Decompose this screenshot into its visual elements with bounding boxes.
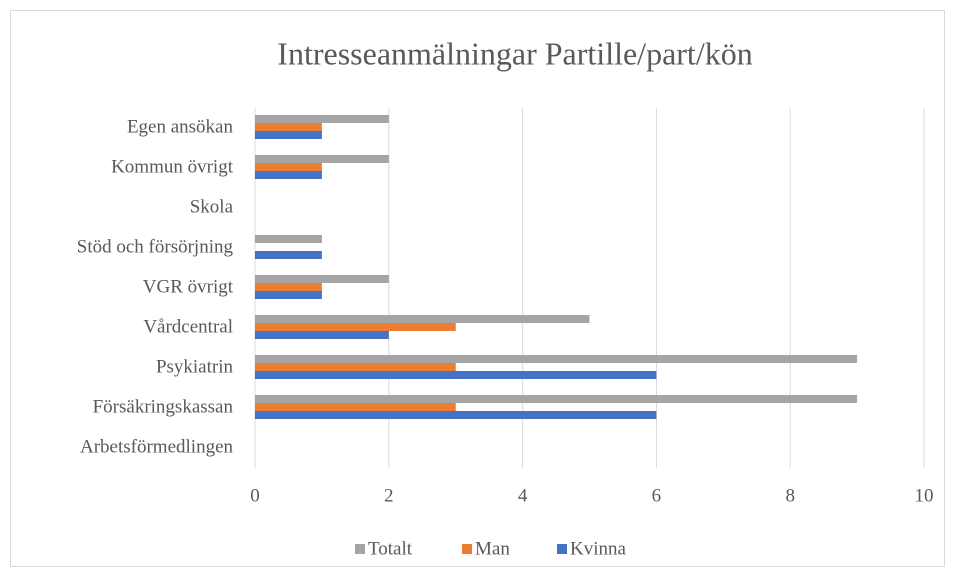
y-tick-label: Stöd och försörjning — [77, 236, 234, 257]
y-tick-label: Kommun övrigt — [111, 156, 234, 177]
chart-title: Intresseanmälningar Partille/part/kön — [277, 35, 752, 71]
chart-border — [10, 10, 945, 567]
bar — [255, 371, 657, 379]
bar — [255, 131, 322, 139]
x-tick-label: 10 — [915, 485, 934, 506]
bar — [255, 355, 858, 363]
bar — [255, 163, 322, 171]
bar — [255, 323, 456, 331]
y-tick-label: Försäkringskassan — [93, 396, 234, 417]
bar — [255, 235, 322, 243]
bar — [255, 123, 322, 131]
legend-swatch — [557, 544, 567, 554]
bar — [255, 403, 456, 411]
y-tick-label: Skola — [190, 196, 234, 217]
bar — [255, 251, 322, 259]
bar — [255, 411, 657, 419]
x-tick-label: 8 — [785, 485, 795, 506]
bar — [255, 115, 389, 123]
legend-swatch — [355, 544, 365, 554]
y-tick-label: Vårdcentral — [143, 316, 233, 337]
bar — [255, 363, 456, 371]
x-tick-label: 2 — [384, 485, 394, 506]
legend-swatch — [462, 544, 472, 554]
x-tick-label: 0 — [250, 485, 260, 506]
bar — [255, 395, 858, 403]
y-tick-label: Arbetsförmedlingen — [80, 436, 234, 457]
y-tick-label: Egen ansökan — [127, 116, 234, 137]
y-tick-label: VGR övrigt — [143, 276, 234, 297]
bar — [255, 171, 322, 179]
bar — [255, 155, 389, 163]
y-tick-label: Psykiatrin — [156, 356, 234, 377]
x-tick-label: 4 — [518, 485, 528, 506]
legend-label: Man — [475, 538, 510, 559]
bar — [255, 291, 322, 299]
bar — [255, 283, 322, 291]
legend-label: Totalt — [368, 538, 413, 559]
bar — [255, 275, 389, 283]
bar — [255, 315, 590, 323]
bar — [255, 331, 389, 339]
x-tick-label: 6 — [652, 485, 662, 506]
legend-label: Kvinna — [570, 538, 627, 559]
